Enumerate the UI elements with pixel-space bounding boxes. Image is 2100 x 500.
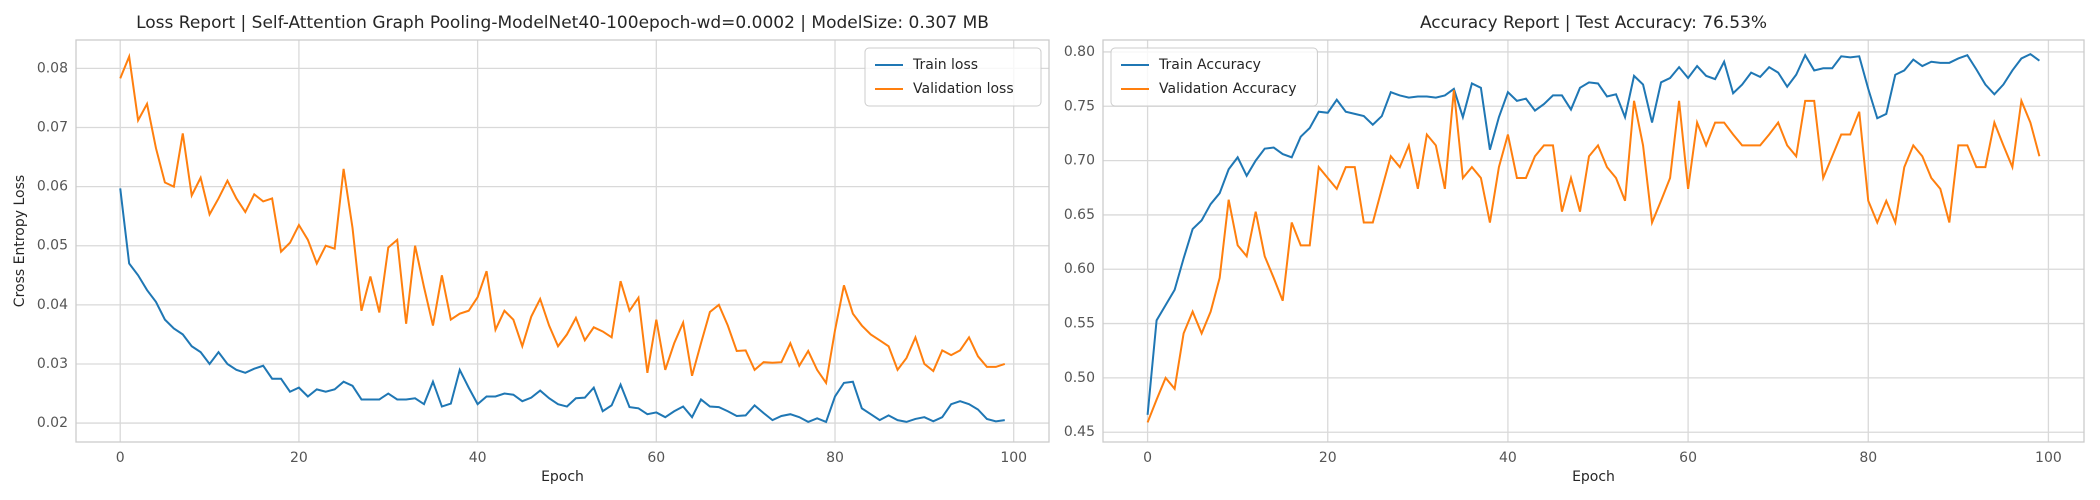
y-tick-label: 0.06	[37, 179, 68, 195]
y-tick-label: 0.55	[1064, 316, 1095, 332]
series-line	[119, 52, 1006, 386]
y-tick-label: 0.60	[1064, 261, 1095, 277]
y-tick-label: 0.05	[37, 238, 68, 254]
chart-title: Loss Report | Self-Attention Graph Pooli…	[136, 13, 989, 33]
series-line	[1146, 89, 2041, 423]
y-tick-label: 0.80	[1064, 44, 1095, 60]
y-tick-label: 0.45	[1064, 424, 1095, 440]
legend-label: Train loss	[912, 57, 978, 73]
x-tick-label: 40	[1499, 450, 1517, 466]
x-tick-label: 20	[290, 450, 308, 466]
chart-title: Accuracy Report | Test Accuracy: 76.53%	[1420, 13, 1767, 33]
series-line	[119, 188, 1005, 424]
x-tick-label: 80	[1859, 450, 1877, 466]
x-axis-label: Epoch	[1572, 469, 1615, 485]
x-tick-label: 100	[2035, 450, 2062, 466]
legend-box	[864, 47, 1042, 107]
x-tick-label: 60	[1679, 450, 1697, 466]
x-tick-label: 0	[116, 450, 125, 466]
x-tick-label: 80	[826, 450, 844, 466]
x-tick-label: 0	[1143, 450, 1152, 466]
legend-box	[1110, 47, 1318, 107]
x-tick-label: 100	[1000, 450, 1027, 466]
y-tick-label: 0.07	[37, 119, 68, 135]
plot-area	[1103, 40, 2084, 442]
y-tick-label: 0.70	[1064, 153, 1095, 169]
y-axis-label: Cross Entropy Loss	[12, 175, 28, 307]
x-tick-label: 40	[469, 450, 487, 466]
legend-label: Train Accuracy	[1158, 57, 1261, 73]
y-tick-label: 0.08	[37, 60, 68, 76]
y-tick-label: 0.65	[1064, 207, 1095, 223]
y-tick-label: 0.50	[1064, 370, 1095, 386]
axes-frame	[75, 39, 1050, 443]
y-tick-label: 0.02	[37, 415, 68, 431]
x-axis-label: Epoch	[541, 469, 584, 485]
series-line	[1146, 52, 2040, 415]
x-tick-label: 20	[1319, 450, 1337, 466]
y-tick-label: 0.04	[37, 297, 68, 313]
x-tick-label: 60	[647, 450, 665, 466]
y-tick-label: 0.03	[37, 356, 68, 372]
y-tick-label: 0.75	[1064, 98, 1095, 114]
legend-label: Validation Accuracy	[1159, 81, 1297, 97]
axes-frame	[1102, 39, 2085, 443]
legend-label: Validation loss	[913, 81, 1014, 97]
plot-area	[76, 40, 1049, 442]
